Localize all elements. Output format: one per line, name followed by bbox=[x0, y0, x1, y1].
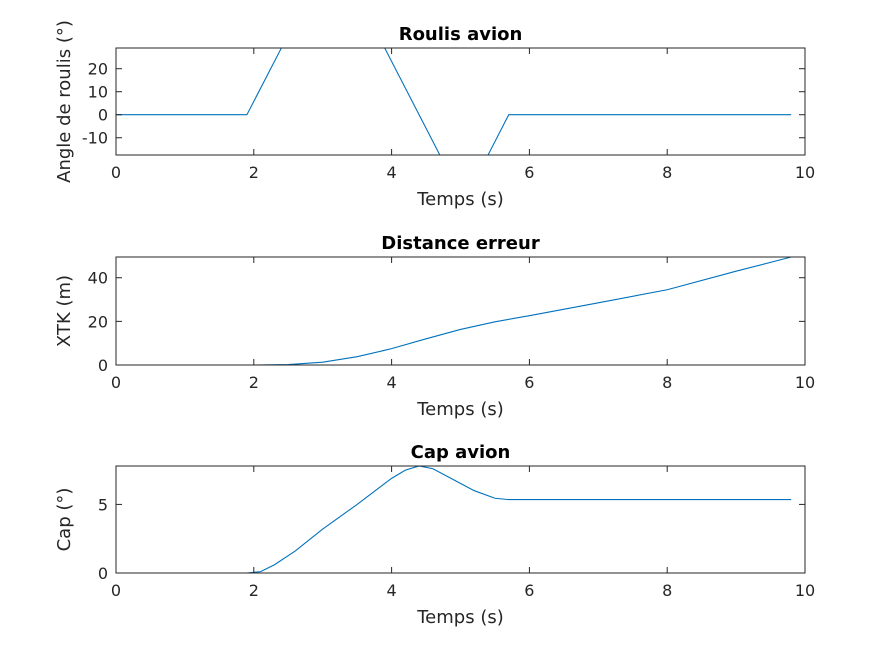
x-tick-label: 6 bbox=[524, 163, 534, 182]
y-tick-label: 40 bbox=[88, 269, 108, 288]
x-tick-label: 10 bbox=[795, 581, 815, 600]
y-tick-label: 0 bbox=[98, 564, 108, 583]
x-tick-label: 4 bbox=[387, 581, 397, 600]
x-tick-label: 4 bbox=[387, 163, 397, 182]
x-tick-label: 6 bbox=[524, 581, 534, 600]
series-line-2-1 bbox=[116, 256, 792, 366]
chart-title: Cap avion bbox=[411, 442, 511, 463]
chart-title: Distance erreur bbox=[381, 233, 540, 254]
x-tick-label: 8 bbox=[662, 373, 672, 392]
series-line-1-1 bbox=[116, 47, 792, 156]
x-tick-label: 2 bbox=[249, 373, 259, 392]
x-tick-label: 0 bbox=[111, 373, 121, 392]
x-tick-label: 8 bbox=[662, 163, 672, 182]
chart-title: Roulis avion bbox=[399, 24, 523, 45]
y-tick-label: 5 bbox=[98, 495, 108, 514]
x-tick-label: 8 bbox=[662, 581, 672, 600]
subplot-3: 0 2 4 6 8 10 0 5 Cap avion Temps (s) Cap (°) bbox=[54, 442, 815, 628]
x-axis-label: Temps (s) bbox=[416, 607, 504, 628]
y-tick-label: 0 bbox=[98, 106, 108, 125]
x-axis-label: Temps (s) bbox=[416, 189, 504, 210]
x-tick-label: 4 bbox=[387, 373, 397, 392]
x-tick-label: 0 bbox=[111, 163, 121, 182]
x-tick-label: 2 bbox=[249, 163, 259, 182]
y-tick-label: 10 bbox=[88, 83, 108, 102]
y-axis-label: Angle de roulis (°) bbox=[54, 20, 75, 183]
y-axis-label: XTK (m) bbox=[54, 275, 75, 347]
x-tick-label: 10 bbox=[795, 163, 815, 182]
series-line-3-1 bbox=[116, 465, 792, 574]
x-tick-label: 0 bbox=[111, 581, 121, 600]
y-tick-label: 20 bbox=[88, 60, 108, 79]
x-tick-label: 6 bbox=[524, 373, 534, 392]
axes-box bbox=[115, 47, 806, 156]
x-tick-label: 2 bbox=[249, 581, 259, 600]
subplot-2: 0 2 4 6 8 10 0 20 40 Distance erreur Temps (s) XTK … bbox=[54, 233, 815, 420]
y-tick-label: 20 bbox=[88, 312, 108, 331]
y-tick-label: 0 bbox=[98, 356, 108, 375]
x-tick-label: 10 bbox=[795, 373, 815, 392]
axes-box bbox=[115, 256, 806, 366]
y-axis-label: Cap (°) bbox=[54, 488, 75, 552]
y-tick-label: -10 bbox=[82, 129, 108, 148]
x-axis-label: Temps (s) bbox=[416, 399, 504, 420]
axes-box bbox=[115, 465, 806, 574]
